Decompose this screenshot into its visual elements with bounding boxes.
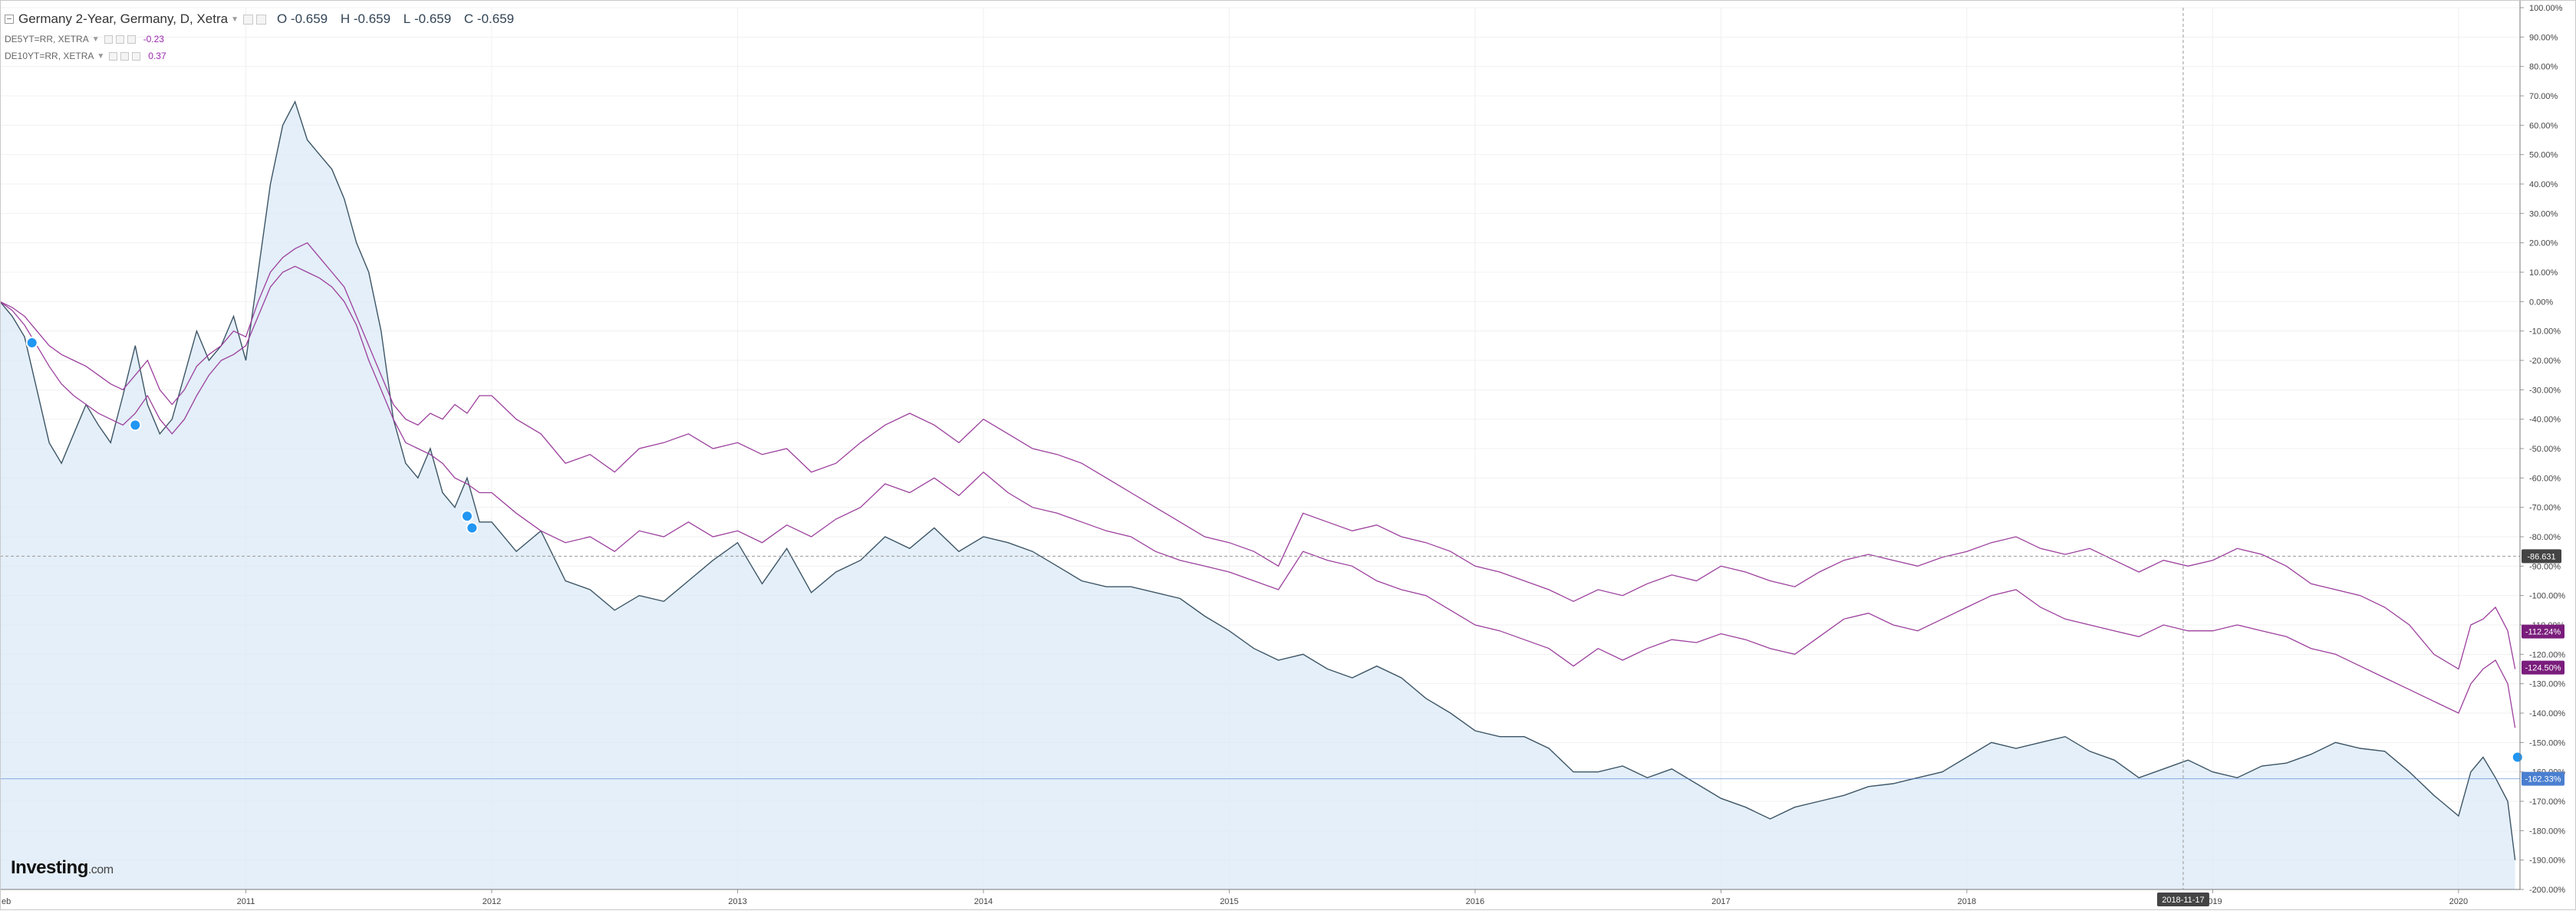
- y-tick-label: -170.00%: [2529, 797, 2565, 807]
- x-tick-label: eb: [2, 897, 11, 906]
- settings-icon[interactable]: [120, 51, 130, 61]
- price-tags: 2018-11-17 -86.631 -112.24% -124.50% -162.33…: [2156, 549, 2564, 906]
- x-tick-label: 2014: [974, 897, 993, 906]
- x-tick-label: 2012: [483, 897, 501, 906]
- ohlc-close: C -0.659: [463, 12, 515, 26]
- series-line-main: [0, 100, 2516, 860]
- y-tick-label: -60.00%: [2529, 474, 2561, 483]
- y-tick-label: -140.00%: [2529, 709, 2565, 718]
- event-marker-icon: [466, 521, 479, 534]
- crosshair-date-label: 2018-11-17: [2162, 896, 2204, 905]
- crosshair-date-tag: 2018-11-17: [2156, 893, 2209, 906]
- series-end-tag: -162.33%: [2522, 771, 2564, 786]
- y-tick-label: -70.00%: [2529, 504, 2561, 513]
- y-tick-label: 100.00%: [2529, 4, 2563, 13]
- logo-suffix: .com: [87, 863, 114, 876]
- y-tick-label: -90.00%: [2529, 562, 2561, 571]
- chevron-down-icon[interactable]: ▼: [97, 51, 105, 61]
- ohlc-high: H -0.659: [340, 12, 391, 26]
- study-value: -0.23: [143, 34, 164, 44]
- y-tick-label: -150.00%: [2529, 738, 2565, 748]
- visibility-icon[interactable]: [109, 51, 118, 61]
- event-marker-icon: [2511, 751, 2524, 764]
- y-tick-label: 20.00%: [2529, 239, 2558, 248]
- collapse-legend-button[interactable]: [5, 15, 14, 24]
- series-line-compare: [0, 242, 2516, 670]
- series-end-tag-label: -124.50%: [2525, 664, 2561, 673]
- study-label: DE10YT=RR, XETRA: [5, 51, 94, 61]
- ohlc-low: L -0.659: [403, 12, 452, 26]
- y-tick-label: -130.00%: [2529, 680, 2565, 689]
- y-tick-label: -100.00%: [2529, 592, 2565, 601]
- series-line-compare: [0, 265, 2516, 728]
- y-tick-label: -80.00%: [2529, 533, 2561, 542]
- chart-legend: Germany 2-Year, Germany, D, Xetra ▼ O -0…: [5, 8, 523, 64]
- x-tick-label: 2015: [1220, 897, 1238, 906]
- visibility-icon[interactable]: [255, 14, 266, 25]
- study-label: DE5YT=RR, XETRA: [5, 34, 89, 44]
- y-axis: 100.00% 90.00% 80.00% 70.00% 60.00% 50.00% 40.…: [2519, 0, 2565, 895]
- event-marker-icon: [129, 419, 142, 432]
- overlay-layer: [0, 8, 2524, 889]
- close-icon[interactable]: [127, 35, 136, 44]
- series-end-tag: -112.24%: [2522, 624, 2564, 639]
- series-end-tag-bg: [2522, 624, 2564, 639]
- y-tick-label: -20.00%: [2529, 357, 2561, 366]
- y-tick-label: 80.00%: [2529, 63, 2558, 72]
- visibility-icon[interactable]: [104, 35, 113, 44]
- crosshair-value-label: -86.631: [2527, 552, 2555, 561]
- legend-study-row: DE5YT=RR, XETRA ▼ -0.23: [5, 31, 523, 48]
- event-marker-icon: [460, 510, 473, 523]
- y-tick-label: 40.00%: [2529, 180, 2558, 189]
- close-icon[interactable]: [132, 51, 141, 61]
- settings-icon[interactable]: [115, 35, 124, 44]
- crosshair-value-tag: -86.631: [2522, 549, 2561, 564]
- investing-logo: Investing.com: [11, 857, 114, 879]
- x-tick-label: 2017: [1711, 897, 1730, 906]
- legend-main-row: Germany 2-Year, Germany, D, Xetra ▼ O -0…: [5, 8, 523, 31]
- x-tick-label: 2018: [1958, 897, 1976, 906]
- x-tick-label: 2011: [237, 897, 255, 906]
- crosshair-date-bg: [2156, 893, 2209, 906]
- legend-study-row: DE10YT=RR, XETRA ▼ 0.37: [5, 48, 523, 64]
- y-tick-label: 70.00%: [2529, 92, 2558, 101]
- chevron-down-icon[interactable]: ▼: [91, 35, 100, 44]
- series-end-tag-bg: [2522, 660, 2564, 675]
- series-end-tag-label: -162.33%: [2525, 775, 2561, 784]
- event-marker-icon: [25, 337, 38, 349]
- y-tick-label: -50.00%: [2529, 445, 2561, 454]
- y-tick-label: -10.00%: [2529, 327, 2561, 337]
- series-end-tag: -124.50%: [2522, 660, 2564, 675]
- series-area-fill: [0, 101, 2515, 890]
- ohlc-open: O -0.659: [276, 12, 328, 26]
- ohlc-readout: O -0.659 H -0.659 L -0.659 C -0.659: [277, 12, 523, 27]
- legend-title: Germany 2-Year, Germany, D, Xetra: [18, 12, 229, 26]
- y-tick-label: 50.00%: [2529, 151, 2558, 160]
- chevron-down-icon[interactable]: ▼: [231, 15, 239, 24]
- series-end-tag-bg: [2522, 771, 2564, 786]
- logo-brand: Investing: [11, 857, 88, 878]
- settings-icon[interactable]: [242, 14, 253, 25]
- x-tick-label: 2013: [728, 897, 746, 906]
- x-tick-label: 2016: [1466, 897, 1484, 906]
- y-tick-label: 0.00%: [2529, 298, 2553, 307]
- x-tick-label: 2020: [2449, 897, 2468, 906]
- y-tick-label: -120.00%: [2529, 650, 2565, 659]
- y-tick-label: 10.00%: [2529, 268, 2558, 278]
- y-tick-label: -30.00%: [2529, 386, 2561, 395]
- y-tick-label: -180.00%: [2529, 827, 2565, 836]
- y-tick-label: -200.00%: [2529, 886, 2565, 895]
- study-value: 0.37: [148, 51, 166, 61]
- series-end-tag-label: -112.24%: [2525, 628, 2561, 637]
- crosshair-value-bg: [2522, 549, 2561, 564]
- series-layer: [0, 100, 2516, 890]
- y-tick-label: 30.00%: [2529, 209, 2558, 219]
- y-tick-label: -190.00%: [2529, 856, 2565, 866]
- y-tick-label: 90.00%: [2529, 33, 2558, 42]
- y-tick-label: -40.00%: [2529, 416, 2561, 425]
- y-tick-label: 60.00%: [2529, 121, 2558, 130]
